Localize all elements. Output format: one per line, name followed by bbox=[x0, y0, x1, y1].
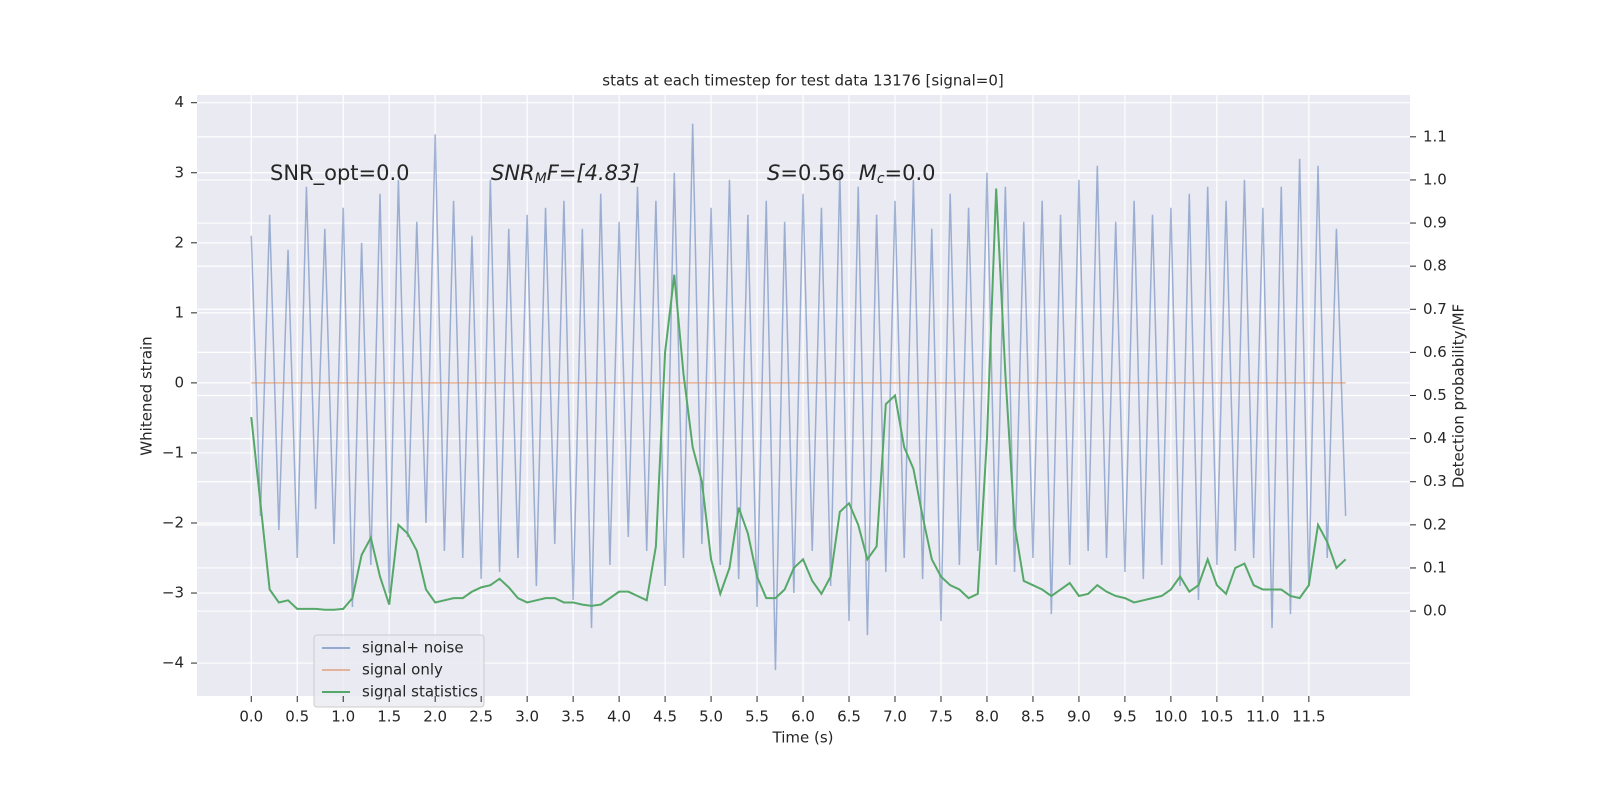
x-tick-label: 8.0 bbox=[975, 708, 999, 726]
annotation-text: F=[4.83] bbox=[547, 161, 640, 185]
x-tick-label: 2.0 bbox=[423, 708, 447, 726]
legend-label: signal+ noise bbox=[362, 639, 464, 657]
annotation-text: =0.0 bbox=[885, 161, 936, 185]
y-tick-label: −1 bbox=[162, 443, 184, 461]
y2-tick-label: 0.7 bbox=[1423, 300, 1447, 318]
x-tick-label: 6.0 bbox=[791, 708, 815, 726]
x-tick-label: 9.5 bbox=[1113, 708, 1137, 726]
legend-box bbox=[313, 634, 485, 708]
x-tick-label: 1.0 bbox=[331, 708, 355, 726]
y2-tick-label: 0.2 bbox=[1423, 515, 1447, 533]
x-tick-label: 3.0 bbox=[515, 708, 539, 726]
series-line bbox=[250, 123, 1347, 671]
x-tick-label: 4.5 bbox=[653, 708, 677, 726]
y2-tick-label: 0.9 bbox=[1423, 214, 1447, 232]
x-tick-label: 11.5 bbox=[1292, 708, 1325, 726]
y2-tick-label: 1.1 bbox=[1423, 127, 1447, 145]
x-axis-label: Time (s) bbox=[772, 729, 834, 747]
x-tick-label: 2.5 bbox=[469, 708, 493, 726]
x-tick-label: 0.5 bbox=[285, 708, 309, 726]
annotation-text: S bbox=[767, 161, 780, 185]
y2-tick-label: 0.6 bbox=[1423, 343, 1447, 361]
legend-label: signal only bbox=[362, 661, 443, 679]
x-tick-label: 3.5 bbox=[561, 708, 585, 726]
x-tick-label: 5.0 bbox=[699, 708, 723, 726]
x-tick-label: 10.0 bbox=[1154, 708, 1187, 726]
x-tick-label: 4.0 bbox=[607, 708, 631, 726]
y-tick-label: 2 bbox=[174, 233, 184, 251]
annotation-text: M bbox=[859, 161, 877, 185]
y2-tick-label: 0.4 bbox=[1423, 429, 1447, 447]
x-tick-label: 8.5 bbox=[1021, 708, 1045, 726]
annotation: S=0.56 Mc=0.0 bbox=[767, 161, 936, 187]
chart-title: stats at each timestep for test data 131… bbox=[602, 72, 1003, 90]
annotation-text: SNR_opt=0.0 bbox=[270, 161, 410, 186]
annotation: SNR_opt=0.0 bbox=[270, 161, 410, 186]
x-tick-label: 7.0 bbox=[883, 708, 907, 726]
x-tick-label: 11.0 bbox=[1246, 708, 1279, 726]
annotation-text: M bbox=[535, 171, 547, 187]
y2-tick-label: 0.0 bbox=[1423, 602, 1447, 620]
y-tick-label: −3 bbox=[162, 584, 184, 602]
y2-axis-label: Detection probability/MF bbox=[1450, 304, 1468, 488]
annotation-text: =0.56 bbox=[780, 161, 844, 185]
y-axis-label: Whitened strain bbox=[138, 336, 156, 455]
y-tick-label: 1 bbox=[174, 303, 184, 321]
legend-label: signal statistics bbox=[362, 683, 478, 701]
y2-tick-label: 0.1 bbox=[1423, 558, 1447, 576]
y-tick-label: −2 bbox=[162, 513, 184, 531]
x-tick-label: 6.5 bbox=[837, 708, 861, 726]
y2-tick-label: 0.5 bbox=[1423, 386, 1447, 404]
y2-tick-label: 0.3 bbox=[1423, 472, 1447, 490]
annotation: SNRMF=[4.83] bbox=[491, 161, 640, 187]
x-tick-label: 10.5 bbox=[1200, 708, 1233, 726]
y-tick-label: 3 bbox=[174, 163, 184, 181]
x-tick-label: 7.5 bbox=[929, 708, 953, 726]
x-tick-label: 5.5 bbox=[745, 708, 769, 726]
x-tick-label: 0.0 bbox=[239, 708, 263, 726]
y2-tick-label: 0.8 bbox=[1423, 257, 1447, 275]
y-tick-label: 4 bbox=[174, 93, 184, 111]
x-tick-label: 1.5 bbox=[377, 708, 401, 726]
y2-tick-label: 1.0 bbox=[1423, 170, 1447, 188]
y-tick-label: −4 bbox=[162, 654, 184, 672]
annotation-text: c bbox=[877, 171, 885, 187]
y-tick-label: 0 bbox=[174, 373, 184, 391]
x-tick-label: 9.0 bbox=[1067, 708, 1091, 726]
annotation-text: SNR bbox=[491, 161, 535, 185]
series-line bbox=[250, 188, 1347, 611]
